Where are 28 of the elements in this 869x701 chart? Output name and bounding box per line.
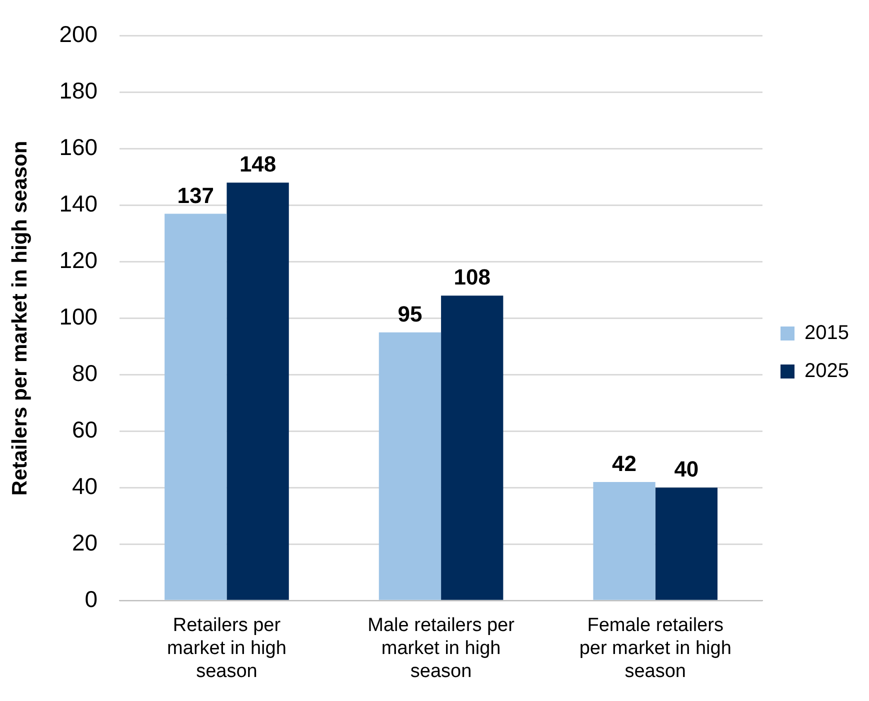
data-label: 108 bbox=[454, 264, 490, 290]
data-label: 42 bbox=[612, 451, 637, 476]
bar bbox=[655, 488, 718, 600]
data-label: 95 bbox=[398, 301, 422, 326]
y-tick-label: 180 bbox=[59, 78, 98, 104]
bar bbox=[164, 214, 227, 600]
y-tick-label: 80 bbox=[72, 360, 98, 386]
y-tick-label: 0 bbox=[84, 586, 98, 612]
x-tick-label: Retailers per market in high season bbox=[167, 615, 286, 682]
x-tick-label: Female retailers per market in high season bbox=[579, 615, 732, 682]
y-tick-label: 100 bbox=[59, 304, 98, 330]
data-label: 148 bbox=[239, 152, 276, 177]
bar bbox=[226, 182, 289, 600]
y-tick-label: 140 bbox=[59, 190, 98, 217]
x-tick-label: Male retailers per market in high season bbox=[368, 615, 516, 682]
y-tick-label: 60 bbox=[72, 416, 98, 443]
data-label: 40 bbox=[674, 456, 699, 482]
y-tick-label: 120 bbox=[59, 247, 98, 274]
y-tick-label: 20 bbox=[72, 529, 98, 556]
bar bbox=[378, 332, 442, 600]
y-tick-label: 160 bbox=[59, 134, 98, 160]
bar bbox=[441, 296, 504, 600]
bar bbox=[593, 482, 656, 600]
data-label: 137 bbox=[177, 182, 214, 208]
legend-label: 2025 bbox=[804, 360, 850, 382]
y-tick-label: 40 bbox=[72, 472, 98, 499]
legend-label: 2015 bbox=[804, 322, 850, 344]
y-tick-label: 200 bbox=[59, 21, 98, 48]
